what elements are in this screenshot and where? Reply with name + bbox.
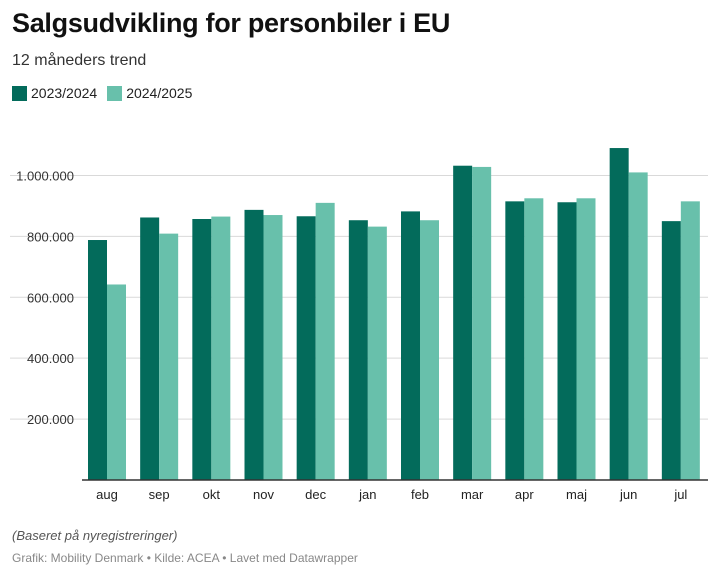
bar-okt-series-1	[192, 219, 212, 480]
x-tick-label: jun	[619, 487, 637, 502]
x-tick-label: jan	[358, 487, 376, 502]
x-tick-label: mar	[461, 487, 484, 502]
y-tick-label: 600.000	[27, 290, 74, 305]
bar-dec-series-1	[296, 216, 316, 480]
y-tick-label: 800.000	[27, 229, 74, 244]
bar-jun-series-1	[609, 148, 629, 480]
bar-aug-series-2	[107, 284, 126, 480]
chart-legend: 2023/2024 2024/2025	[12, 85, 202, 101]
bar-apr-series-1	[505, 201, 525, 480]
legend-item-series-1: 2023/2024	[12, 85, 97, 101]
bar-maj-series-2	[576, 198, 596, 480]
bar-sep-series-2	[159, 233, 179, 480]
legend-item-series-2: 2024/2025	[107, 85, 192, 101]
x-tick-label: jul	[673, 487, 687, 502]
bar-okt-series-2	[211, 216, 231, 480]
x-tick-label: sep	[149, 487, 170, 502]
legend-swatch-series-2	[107, 85, 123, 101]
x-tick-label: dec	[305, 487, 326, 502]
x-tick-label: maj	[566, 487, 587, 502]
legend-label-series-1: 2023/2024	[31, 85, 98, 101]
x-tick-label: apr	[515, 487, 534, 502]
bar-aug-series-1	[88, 240, 107, 480]
bar-jul-series-2	[680, 201, 700, 480]
bar-nov-series-1	[244, 209, 264, 481]
y-tick-label: 1.000.000	[16, 168, 74, 183]
bar-feb-series-2	[420, 220, 439, 481]
legend-swatch-series-1	[12, 85, 27, 101]
x-tick-label: nov	[253, 487, 274, 502]
bar-sep-series-1	[140, 217, 160, 480]
bar-apr-series-2	[524, 198, 544, 480]
bar-nov-series-2	[263, 215, 283, 480]
x-tick-label: aug	[96, 487, 118, 502]
chart-title: Salgsudvikling for personbiler i EU	[12, 8, 451, 38]
bar-chart: 200.000 400.000 600.000 800.000 1.000.000 aug…	[10, 148, 708, 502]
x-tick-label: feb	[411, 487, 429, 502]
bar-mar-series-1	[453, 165, 473, 480]
bar-jul-series-1	[661, 221, 681, 481]
chart-credits: Grafik: Mobility Denmark • Kilde: ACEA •…	[12, 551, 358, 565]
bar-jan-series-1	[348, 220, 368, 481]
y-tick-label: 200.000	[27, 412, 74, 427]
chart-note: (Baseret på nyregistreringer)	[12, 528, 178, 543]
bar-mar-series-2	[472, 166, 492, 480]
bar-feb-series-1	[401, 211, 420, 480]
bar-jun-series-2	[628, 172, 648, 480]
bar-maj-series-1	[557, 202, 577, 480]
y-tick-label: 400.000	[27, 351, 74, 366]
legend-label-series-2: 2024/2025	[126, 85, 193, 101]
bar-dec-series-2	[315, 202, 335, 480]
bar-jan-series-2	[367, 226, 387, 480]
chart-subtitle: 12 måneders trend	[12, 52, 147, 69]
x-tick-label: okt	[203, 487, 221, 502]
